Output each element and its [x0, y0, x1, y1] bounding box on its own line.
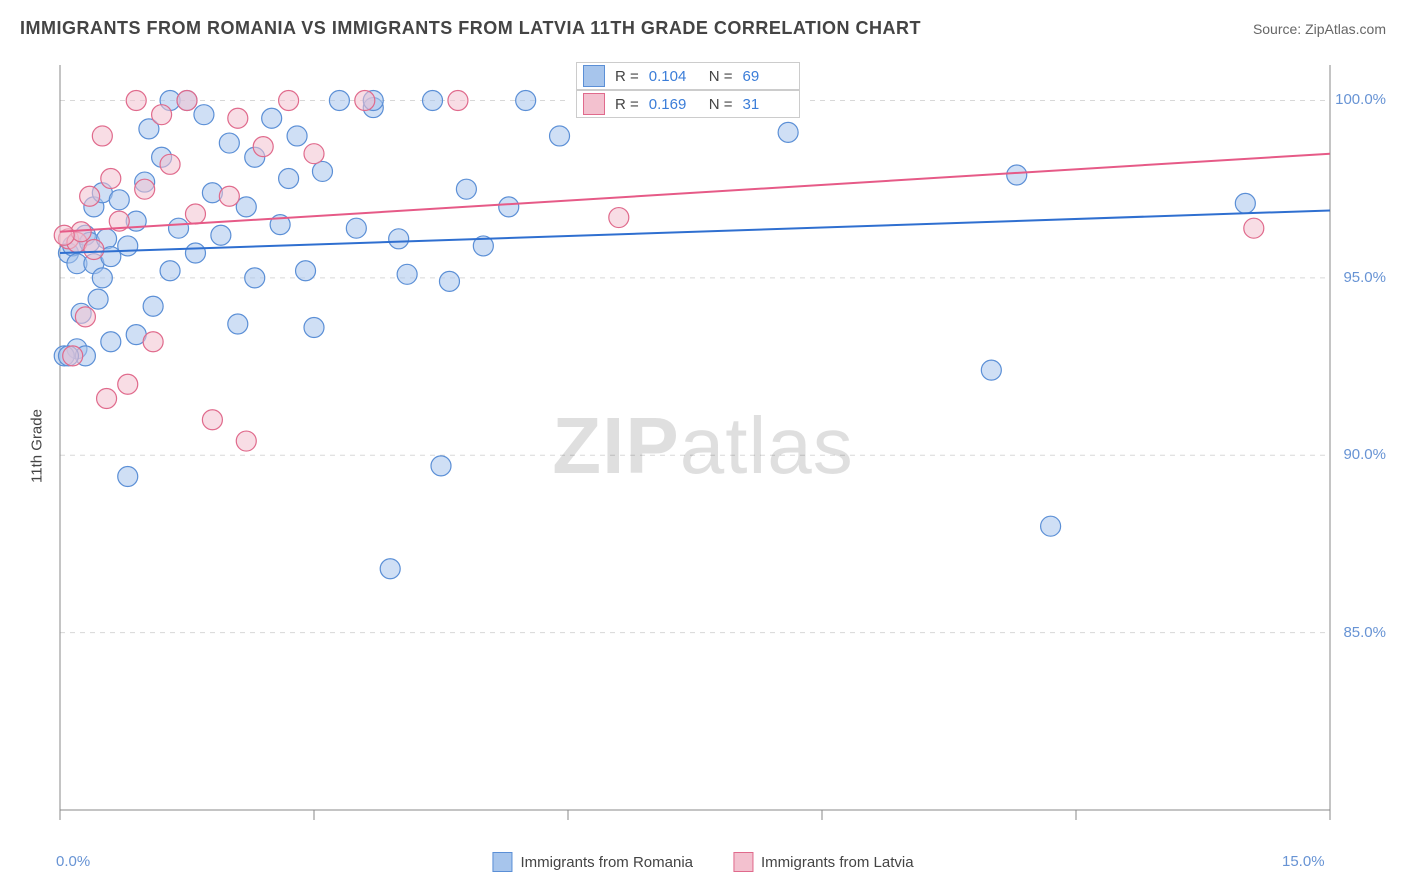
legend-label-latvia: Immigrants from Latvia: [761, 854, 914, 871]
r-value-romania: 0.104: [649, 68, 699, 85]
y-tick-label: 100.0%: [1335, 91, 1386, 108]
source-prefix: Source:: [1253, 21, 1305, 37]
legend-row-romania: R = 0.104 N = 69: [576, 62, 800, 90]
legend-item-latvia: Immigrants from Latvia: [733, 852, 914, 872]
swatch-blue-icon: [583, 65, 605, 87]
chart-title: IMMIGRANTS FROM ROMANIA VS IMMIGRANTS FR…: [20, 18, 921, 39]
chart-container: { "title": "IMMIGRANTS FROM ROMANIA VS I…: [0, 0, 1406, 892]
source-link[interactable]: ZipAtlas.com: [1305, 21, 1386, 37]
series-legend: Immigrants from Romania Immigrants from …: [492, 852, 913, 872]
swatch-pink-icon: [733, 852, 753, 872]
n-label: N =: [709, 68, 733, 85]
legend-label-romania: Immigrants from Romania: [520, 854, 693, 871]
swatch-blue-icon: [492, 852, 512, 872]
n-value-romania: 69: [743, 68, 793, 85]
r-label: R =: [615, 96, 639, 113]
legend-item-romania: Immigrants from Romania: [492, 852, 693, 872]
source-attribution: Source: ZipAtlas.com: [1253, 21, 1386, 37]
x-tick-label: 0.0%: [56, 853, 90, 870]
r-label: R =: [615, 68, 639, 85]
plot-area: [50, 55, 1350, 825]
r-value-latvia: 0.169: [649, 96, 699, 113]
legend-row-latvia: R = 0.169 N = 31: [576, 90, 800, 118]
n-label: N =: [709, 96, 733, 113]
y-tick-label: 95.0%: [1343, 269, 1386, 286]
scatter-chart: [50, 55, 1350, 825]
y-tick-label: 85.0%: [1343, 624, 1386, 641]
x-tick-label: 15.0%: [1282, 853, 1325, 870]
swatch-pink-icon: [583, 93, 605, 115]
correlation-legend: R = 0.104 N = 69 R = 0.169 N = 31: [570, 60, 806, 120]
y-axis-label: 11th Grade: [28, 409, 45, 483]
n-value-latvia: 31: [743, 96, 793, 113]
y-tick-label: 90.0%: [1343, 446, 1386, 463]
